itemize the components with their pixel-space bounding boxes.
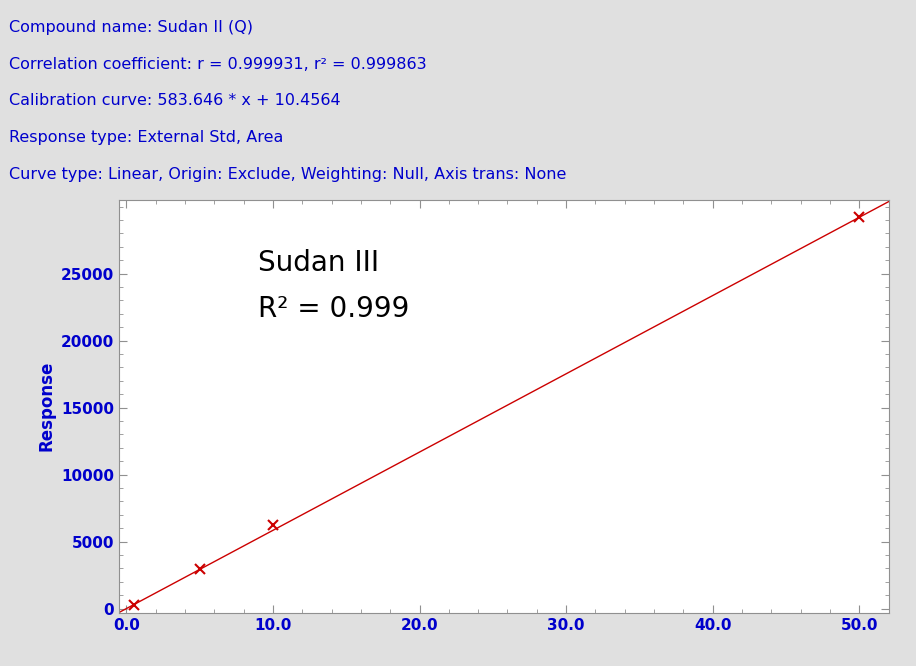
Text: Correlation coefficient: r = 0.999931, r² = 0.999863: Correlation coefficient: r = 0.999931, r… [9,57,427,72]
Text: Curve type: Linear, Origin: Exclude, Weighting: Null, Axis trans: None: Curve type: Linear, Origin: Exclude, Wei… [9,166,566,182]
Text: Compound name: Sudan II (Q): Compound name: Sudan II (Q) [9,20,253,35]
Text: Response type: External Std, Area: Response type: External Std, Area [9,130,284,145]
Text: Calibration curve: 583.646 * x + 10.4564: Calibration curve: 583.646 * x + 10.4564 [9,93,341,109]
Y-axis label: Response: Response [38,361,55,452]
Text: R² = 0.999: R² = 0.999 [257,295,409,323]
Text: Sudan III: Sudan III [257,249,378,277]
